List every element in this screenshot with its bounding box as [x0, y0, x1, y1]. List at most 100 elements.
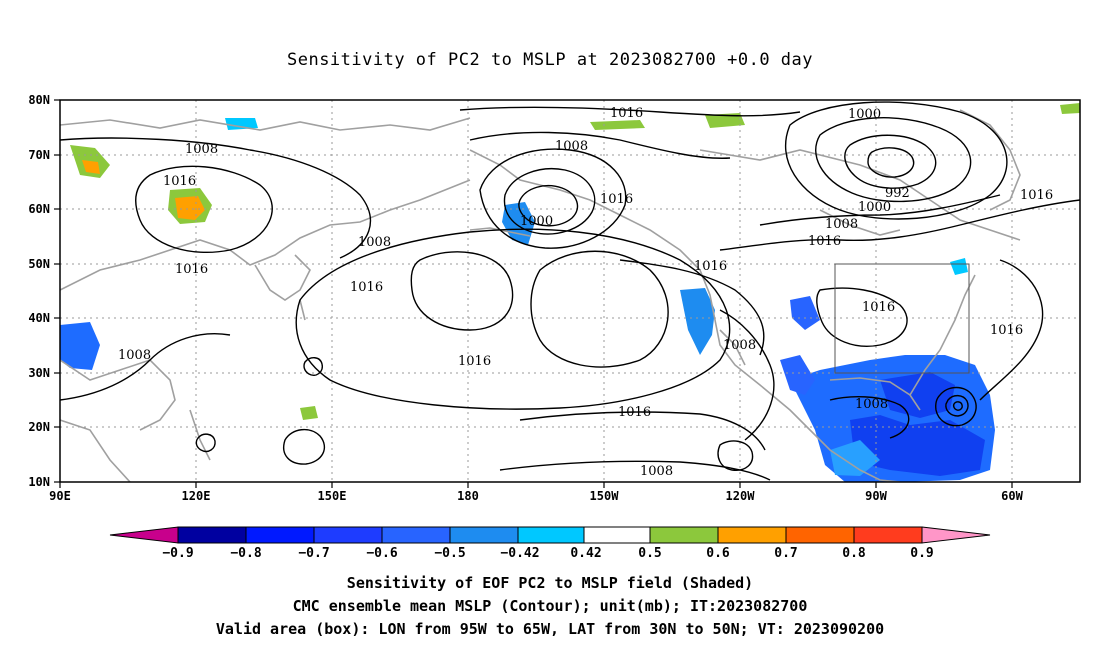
caption-contour: CMC ensemble mean MSLP (Contour); unit(m…	[292, 597, 808, 615]
contour-label: 1016	[163, 174, 196, 189]
coast-florida-east	[909, 274, 976, 396]
contour-label: 1016	[862, 300, 895, 315]
lon-label: 90W	[865, 489, 887, 503]
contour-arctic-low-mid	[815, 117, 972, 203]
valid-area-box	[834, 263, 970, 374]
contour-1008-gulf	[829, 396, 910, 439]
coast-asia-north	[60, 117, 471, 131]
contour-label: 1008	[723, 338, 756, 353]
colorbar-label: −0.42	[500, 546, 539, 561]
coast-indochina	[60, 419, 131, 482]
colorbar-right-arrow	[921, 526, 991, 544]
shading-blue-ne-us	[950, 258, 968, 275]
contour-label: 992	[885, 186, 910, 201]
contour-arctic-low-inner	[844, 134, 937, 189]
lon-label: 120W	[726, 489, 756, 503]
coast-philippines	[189, 409, 211, 461]
contour-pacific-high-inner2	[530, 250, 669, 368]
lat-label: 60N	[28, 202, 50, 216]
colorbar-label: −0.6	[366, 546, 397, 561]
contour-1016-west-high	[134, 165, 273, 254]
contour-label: 1008	[825, 217, 858, 232]
contour-label: 1000	[858, 200, 891, 215]
shading-lightblue-caribbean	[830, 440, 880, 476]
caption-shading: Sensitivity of EOF PC2 to MSLP field (Sh…	[346, 574, 754, 592]
colorbar-box	[381, 526, 451, 544]
contour-arctic-low-core	[867, 147, 915, 178]
contour-pacific-high-inner1	[410, 251, 514, 331]
contour-label: 1008	[640, 464, 673, 479]
colorbar-label: −0.8	[230, 546, 261, 561]
colorbar-label: 0.7	[774, 546, 797, 561]
contour-label: 1008	[855, 397, 888, 412]
colorbar-box	[853, 526, 923, 544]
contour-arctic-low-outer	[785, 101, 1008, 220]
contour-label: 1008	[555, 139, 588, 154]
contour-1008-canada	[759, 194, 1001, 226]
colorbar-label: 0.5	[638, 546, 661, 561]
lat-label: 20N	[28, 420, 50, 434]
colorbar-label: −0.5	[434, 546, 465, 561]
coast-china	[60, 359, 176, 431]
shading-dark-caribbean	[850, 415, 985, 476]
lon-label: 90E	[49, 489, 71, 503]
contour-1016-canada	[719, 199, 1080, 251]
contour-1008-west-pacific	[60, 333, 231, 401]
contour-1008-na-west	[719, 309, 775, 441]
colorbar-label: 0.8	[842, 546, 866, 561]
coast-gulf	[829, 377, 921, 411]
contour-label: 1016	[610, 106, 643, 121]
contour-aleutian-low-inner	[518, 184, 579, 227]
contour-label: 1008	[185, 142, 218, 157]
contour-label: 1016	[458, 354, 491, 369]
contour-1008-pacific-south	[499, 460, 771, 481]
contour-1016-pacific-south	[519, 411, 766, 451]
contour-hurricane-mid	[945, 394, 969, 417]
shading-green-arctic3	[1060, 103, 1080, 114]
coast-canada	[699, 149, 1021, 241]
lat-label: 80N	[28, 93, 50, 107]
contour-label: 1000	[520, 214, 553, 229]
contour-aleutian-low-outer	[479, 148, 627, 249]
axis-ticks	[54, 99, 1013, 488]
contour-label: 1016	[808, 234, 841, 249]
contour-label: 1000	[848, 107, 881, 122]
coast-greenland	[959, 109, 1021, 211]
contour-label: 1016	[350, 280, 383, 295]
coast-baja	[719, 329, 746, 366]
contour-label: 1016	[175, 262, 208, 277]
contour-1016-na-west	[619, 259, 765, 356]
coast-asia-east	[60, 179, 471, 291]
coast-north-america-west	[699, 269, 861, 471]
colorbar-label: 0.42	[570, 546, 601, 561]
contour-label-layer: 1016 1008 1016 1016 1008 1000 1016 1000 …	[118, 106, 1053, 420]
lat-label: 70N	[28, 148, 50, 162]
colorbar-label: −0.7	[298, 546, 329, 561]
contour-label: 1016	[694, 259, 727, 274]
latitude-labels: 80N 70N 60N 50N 40N 30N 20N 10N	[28, 93, 50, 489]
contour-1016-pacific-high-outer	[295, 228, 731, 410]
contour-1016-atlantic	[979, 259, 1044, 401]
coast-alaska	[469, 149, 701, 271]
lat-label: 30N	[28, 366, 50, 380]
lon-label: 180	[457, 489, 479, 503]
plot-title: Sensitivity of PC2 to MSLP at 2023082700…	[286, 50, 813, 70]
contour-typhoon-1	[303, 357, 323, 376]
contour-typhoon-2	[195, 433, 216, 453]
shading-orange-siberia	[175, 196, 205, 220]
shading-blue-aleutian	[502, 202, 535, 245]
lon-label: 120E	[182, 489, 211, 503]
contour-label: 1008	[358, 235, 391, 250]
contour-label: 1016	[990, 323, 1023, 338]
contour-small-low-pacific	[283, 429, 325, 465]
contour-aleutian-low-mid	[503, 168, 596, 235]
colorbar-box	[649, 526, 719, 544]
shaded-sensitivity	[60, 103, 1080, 482]
lon-label: 150W	[590, 489, 620, 503]
contour-label: 1008	[118, 348, 151, 363]
lon-label: 150E	[318, 489, 347, 503]
contour-hurricane-outer	[935, 386, 977, 427]
shading-green-pacific	[300, 406, 318, 420]
colorbar-box	[245, 526, 315, 544]
lat-label: 50N	[28, 257, 50, 271]
